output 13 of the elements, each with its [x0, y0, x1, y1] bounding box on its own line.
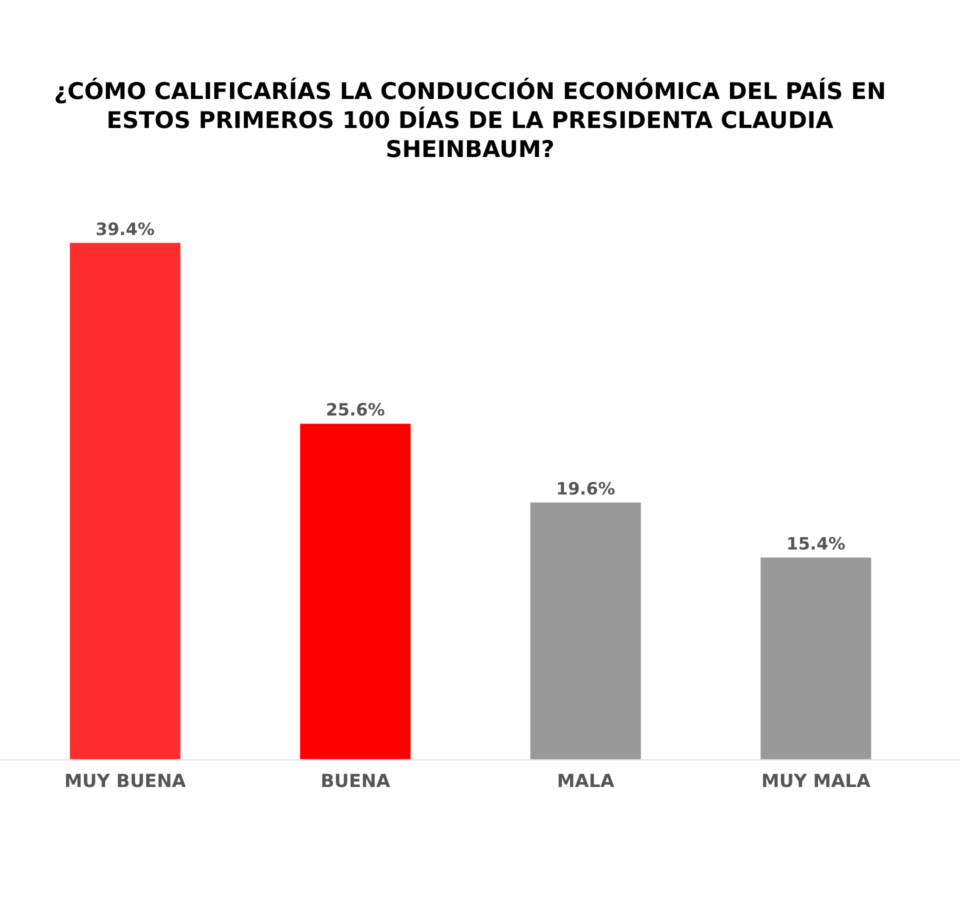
- x-tick-label: MUY MALA: [761, 770, 870, 792]
- data-label: 19.6%: [556, 479, 616, 500]
- bar: [530, 502, 641, 760]
- x-tick-label: MUY BUENA: [64, 770, 186, 792]
- bar: [70, 242, 180, 760]
- x-tick-label: MALA: [557, 770, 614, 792]
- chart-title: ¿CÓMO CALIFICARÍAS LA CONDUCCIÓN ECONÓMICA DEL PAÍS EN ESTOS PRIMEROS 100 DÍAS DE LA PRESIDENTA CLAUDIA SHEINBAUM?: [53, 78, 887, 165]
- bar: [300, 424, 411, 760]
- data-label: 15.4%: [786, 534, 846, 554]
- x-tick-label: BUENA: [320, 770, 390, 792]
- data-label: 39.4%: [96, 220, 155, 240]
- bar: [760, 558, 872, 760]
- data-label: 25.6%: [326, 400, 385, 421]
